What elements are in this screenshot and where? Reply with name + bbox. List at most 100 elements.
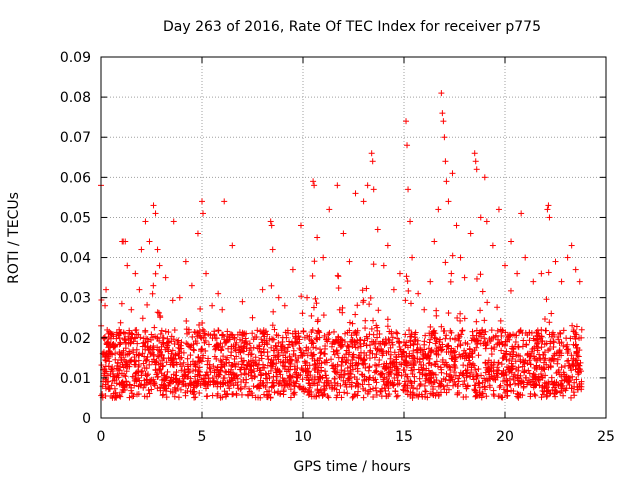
data-point (270, 308, 277, 315)
data-point (108, 365, 115, 372)
data-point (515, 343, 522, 350)
data-point (110, 343, 117, 350)
data-point (517, 328, 524, 335)
data-point (196, 389, 203, 396)
data-point (99, 391, 106, 398)
data-point (305, 345, 312, 352)
data-point (430, 328, 437, 335)
data-point (407, 300, 414, 307)
y-tick-label: 0.05 (60, 210, 91, 226)
data-point (165, 346, 172, 353)
data-point (538, 344, 545, 351)
data-point (406, 327, 413, 334)
data-point (542, 327, 549, 334)
data-point (299, 376, 306, 383)
data-point (108, 393, 115, 400)
data-point (318, 360, 325, 367)
data-point (280, 352, 287, 359)
data-point (433, 307, 440, 314)
data-point (398, 372, 405, 379)
data-point (373, 379, 380, 386)
data-point (411, 366, 418, 373)
data-point (361, 349, 368, 356)
data-point (298, 293, 305, 300)
data-point (457, 310, 464, 317)
data-point (376, 357, 383, 364)
data-point (538, 370, 545, 377)
data-point (199, 326, 206, 333)
data-point (451, 378, 458, 385)
data-point (116, 367, 123, 374)
data-point (220, 331, 227, 338)
data-point (320, 312, 327, 319)
data-point (508, 369, 515, 376)
data-point (162, 328, 169, 335)
data-point (405, 287, 412, 294)
data-point (378, 370, 385, 377)
data-point (416, 375, 423, 382)
data-point (163, 394, 170, 401)
data-point (141, 353, 148, 360)
data-point (385, 336, 392, 343)
data-point (102, 356, 109, 363)
data-point (373, 368, 380, 375)
data-point (265, 356, 272, 363)
data-point (478, 372, 485, 379)
data-point (342, 330, 349, 337)
data-point (322, 372, 329, 379)
data-point (156, 309, 163, 316)
data-point (380, 378, 387, 385)
data-point (379, 352, 386, 359)
data-point (479, 390, 486, 397)
data-point (334, 369, 341, 376)
data-point (366, 355, 373, 362)
data-point (309, 376, 316, 383)
data-point (235, 349, 242, 356)
data-point (498, 361, 505, 368)
data-point (371, 354, 378, 361)
data-point (481, 383, 488, 390)
data-point (553, 350, 560, 357)
data-point (313, 393, 320, 400)
data-point (368, 325, 375, 332)
data-point (162, 382, 169, 389)
data-point (448, 355, 455, 362)
data-point (373, 391, 380, 398)
data-point (545, 379, 552, 386)
data-point (546, 319, 553, 326)
data-point (507, 381, 514, 388)
data-point (351, 330, 358, 337)
data-point (140, 384, 147, 391)
data-point (533, 340, 540, 347)
data-point (570, 389, 577, 396)
data-point (273, 377, 280, 384)
data-point (542, 382, 549, 389)
data-point (545, 387, 552, 394)
data-point (312, 367, 319, 374)
data-point (468, 364, 475, 371)
y-tick-label: 0.06 (60, 170, 91, 186)
data-point (254, 327, 261, 334)
data-point (316, 373, 323, 380)
data-point (521, 360, 528, 367)
data-point (135, 352, 142, 359)
data-point (170, 356, 177, 363)
data-point (457, 341, 464, 348)
data-point (217, 394, 224, 401)
data-point (534, 333, 541, 340)
data-point (318, 349, 325, 356)
data-point (330, 328, 337, 335)
data-point (269, 363, 276, 370)
data-point (433, 358, 440, 365)
data-point (271, 389, 278, 396)
data-point (385, 348, 392, 355)
data-point (141, 393, 148, 400)
data-point (287, 386, 294, 393)
x-tick-label: 20 (496, 429, 514, 445)
data-point (479, 379, 486, 386)
data-point (515, 344, 522, 351)
data-point (532, 375, 539, 382)
data-point (475, 352, 482, 359)
data-point (280, 387, 287, 394)
data-point (331, 379, 338, 386)
